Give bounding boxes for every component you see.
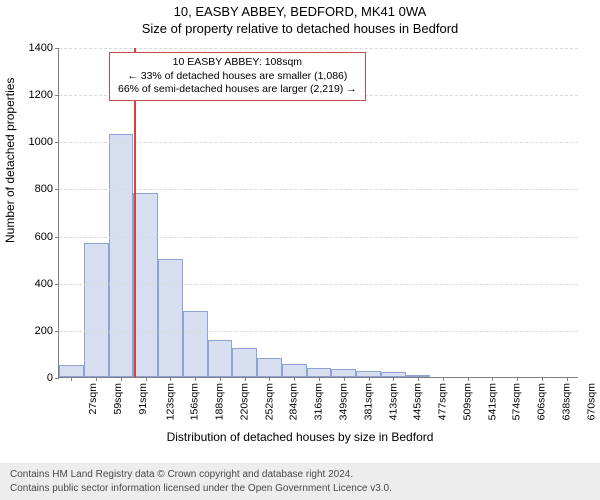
ytick-mark	[55, 95, 59, 96]
histogram-bar	[158, 259, 183, 377]
xtick-mark	[418, 377, 419, 381]
page-title-subtitle: Size of property relative to detached ho…	[0, 19, 600, 38]
xtick-mark	[468, 377, 469, 381]
xtick-mark	[294, 377, 295, 381]
ytick-mark	[55, 237, 59, 238]
caption-box: Contains HM Land Registry data © Crown c…	[0, 463, 600, 500]
xtick-mark	[245, 377, 246, 381]
xtick-label: 27sqm	[87, 383, 99, 415]
xtick-mark	[443, 377, 444, 381]
ytick-mark	[55, 378, 59, 379]
chart-container: Number of detached properties 0200400600…	[0, 38, 600, 448]
ytick-label: 1400	[29, 42, 53, 54]
xtick-mark	[96, 377, 97, 381]
histogram-bar	[257, 358, 282, 377]
annotation-line-2: ← 33% of detached houses are smaller (1,…	[118, 70, 357, 84]
annotation-line-3: 66% of semi-detached houses are larger (…	[118, 83, 357, 97]
xtick-mark	[344, 377, 345, 381]
histogram-bar	[133, 193, 158, 377]
histogram-bar	[183, 311, 208, 377]
xtick-mark	[517, 377, 518, 381]
xtick-label: 541sqm	[486, 383, 498, 420]
ytick-mark	[55, 142, 59, 143]
xtick-mark	[195, 377, 196, 381]
ytick-label: 0	[47, 372, 53, 384]
histogram-bar	[59, 365, 84, 377]
ytick-label: 800	[35, 183, 53, 195]
xtick-mark	[170, 377, 171, 381]
ytick-label: 200	[35, 325, 53, 337]
histogram-bar	[208, 340, 233, 377]
annotation-line-1: 10 EASBY ABBEY: 108sqm	[118, 56, 357, 70]
xtick-label: 91sqm	[137, 383, 149, 415]
ytick-label: 1200	[29, 89, 53, 101]
ytick-label: 600	[35, 231, 53, 243]
histogram-bar	[84, 243, 109, 377]
page-title-address: 10, EASBY ABBEY, BEDFORD, MK41 0WA	[0, 0, 600, 19]
gridline	[59, 48, 578, 49]
xtick-mark	[492, 377, 493, 381]
annotation-box: 10 EASBY ABBEY: 108sqm ← 33% of detached…	[109, 52, 366, 101]
ytick-mark	[55, 189, 59, 190]
gridline	[59, 142, 578, 143]
xtick-label: 477sqm	[437, 383, 449, 420]
ytick-label: 1000	[29, 136, 53, 148]
y-axis-title: Number of detached properties	[3, 78, 17, 243]
histogram-bar	[307, 368, 332, 377]
xtick-label: 606sqm	[536, 383, 548, 420]
xtick-mark	[393, 377, 394, 381]
xtick-label: 413sqm	[387, 383, 399, 420]
xtick-label: 123sqm	[164, 383, 176, 420]
xtick-label: 284sqm	[288, 383, 300, 420]
ytick-mark	[55, 331, 59, 332]
ytick-label: 400	[35, 278, 53, 290]
caption-line-1: Contains HM Land Registry data © Crown c…	[10, 468, 590, 482]
xtick-label: 252sqm	[263, 383, 275, 420]
xtick-label: 670sqm	[585, 383, 597, 420]
histogram-bar	[109, 134, 134, 377]
xtick-mark	[146, 377, 147, 381]
xtick-label: 638sqm	[561, 383, 573, 420]
xtick-label: 59sqm	[112, 383, 124, 415]
ytick-mark	[55, 48, 59, 49]
xtick-mark	[71, 377, 72, 381]
xtick-label: 156sqm	[189, 383, 201, 420]
gridline	[59, 189, 578, 190]
histogram-bar	[282, 364, 307, 377]
histogram-bar	[331, 369, 356, 377]
xtick-mark	[319, 377, 320, 381]
xtick-label: 220sqm	[239, 383, 251, 420]
xtick-label: 445sqm	[412, 383, 424, 420]
xtick-label: 381sqm	[362, 383, 374, 420]
x-axis-title: Distribution of detached houses by size …	[167, 430, 434, 444]
xtick-label: 574sqm	[511, 383, 523, 420]
gridline	[59, 331, 578, 332]
gridline	[59, 284, 578, 285]
xtick-label: 188sqm	[214, 383, 226, 420]
xtick-mark	[567, 377, 568, 381]
caption-line-2: Contains public sector information licen…	[10, 482, 590, 496]
xtick-mark	[269, 377, 270, 381]
xtick-label: 509sqm	[461, 383, 473, 420]
xtick-mark	[121, 377, 122, 381]
xtick-label: 349sqm	[338, 383, 350, 420]
xtick-mark	[369, 377, 370, 381]
xtick-mark	[542, 377, 543, 381]
histogram-bar	[232, 348, 257, 377]
gridline	[59, 237, 578, 238]
xtick-mark	[220, 377, 221, 381]
xtick-label: 316sqm	[313, 383, 325, 420]
ytick-mark	[55, 284, 59, 285]
plot-area: 020040060080010001200140027sqm59sqm91sqm…	[58, 48, 578, 378]
